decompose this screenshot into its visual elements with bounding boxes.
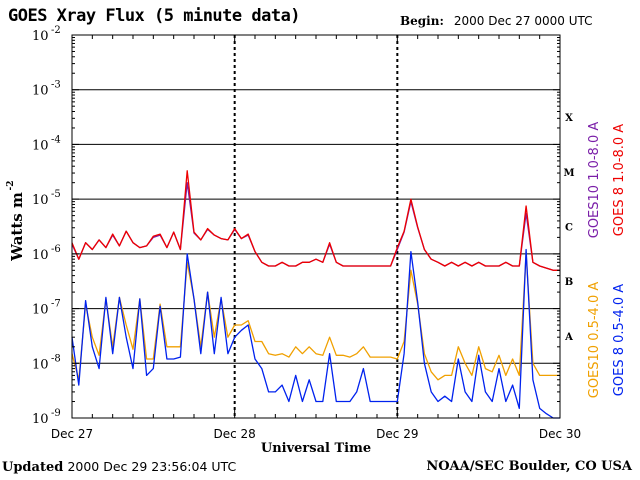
- y-tick-label: 10: [32, 138, 49, 153]
- flare-class-label: C: [565, 223, 573, 234]
- flare-class-label: M: [563, 168, 574, 179]
- y-tick-label: 10: [32, 357, 49, 372]
- y-tick-exponent: -8: [51, 353, 61, 364]
- chart-title: GOES Xray Flux (5 minute data): [8, 6, 301, 26]
- y-tick-exponent: -2: [51, 25, 61, 36]
- updated-timestamp: Updated 2000 Dec 29 23:56:04 UTC: [2, 459, 236, 475]
- updated-label: Updated: [2, 460, 64, 475]
- y-tick-exponent: -4: [51, 134, 61, 145]
- y-tick-exponent: -9: [51, 408, 61, 419]
- y-axis-label-exponent: -2: [6, 181, 16, 191]
- begin-label: Begin:: [400, 14, 444, 28]
- legend-entry: GOES10 1.0-8.0 A: [587, 122, 602, 239]
- legend-entry: GOES 8 0.5-4.0 A: [612, 284, 627, 396]
- series-line: [71, 253, 560, 381]
- y-tick-exponent: -7: [51, 299, 61, 310]
- x-tick-label: Dec 30: [539, 427, 581, 441]
- flare-class-label: B: [565, 277, 573, 288]
- x-axis-label: Universal Time: [261, 441, 371, 456]
- y-tick-label: 10: [32, 303, 49, 318]
- legend-entry: GOES 8 1.0-8.0 A: [612, 124, 627, 236]
- y-tick-label: 10: [32, 29, 49, 44]
- updated-value: 2000 Dec 29 23:56:04 UTC: [67, 459, 237, 474]
- x-tick-label: Dec 28: [214, 427, 256, 441]
- x-tick-label: Dec 29: [376, 427, 418, 441]
- y-tick-exponent: -6: [51, 244, 61, 255]
- y-tick-exponent: -5: [51, 189, 61, 200]
- flare-class-label: A: [564, 332, 573, 343]
- y-tick-label: 10: [32, 412, 49, 427]
- y-tick-label: 10: [32, 193, 49, 208]
- series-line: [71, 182, 560, 271]
- y-tick-label: 10: [32, 248, 49, 263]
- begin-value: 2000 Dec 27 0000 UTC: [453, 14, 593, 28]
- y-tick-exponent: -3: [51, 80, 61, 91]
- flare-class-label: X: [565, 113, 573, 124]
- legend-entry: GOES10 0.5-4.0 A: [587, 282, 602, 399]
- y-axis-label: Watts m: [8, 192, 26, 262]
- y-tick-label: 10: [32, 84, 49, 99]
- series-line: [71, 248, 560, 419]
- begin-timestamp: Begin: 2000 Dec 27 0000 UTC: [400, 14, 593, 28]
- x-tick-label: Dec 27: [51, 427, 93, 441]
- credit-line: NOAA/SEC Boulder, CO USA: [426, 459, 632, 474]
- series-line: [71, 170, 560, 271]
